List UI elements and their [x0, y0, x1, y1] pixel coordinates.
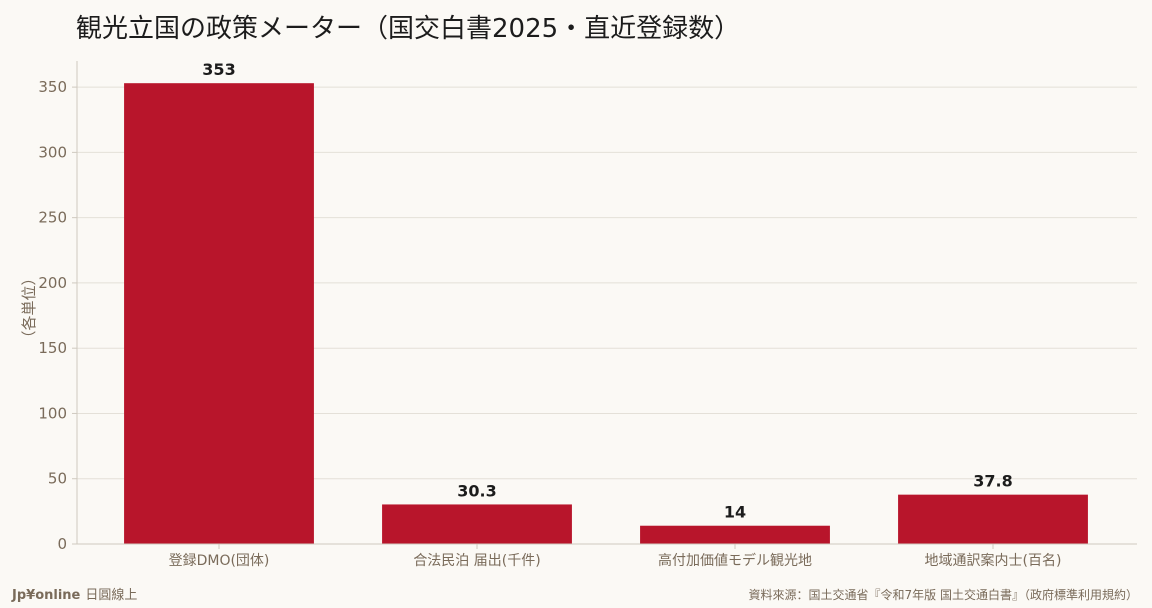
y-tick-label: 350	[38, 78, 67, 96]
bar	[640, 525, 830, 544]
y-axis-label: （各単位）	[20, 270, 38, 345]
bar	[898, 494, 1088, 544]
axes	[72, 61, 1137, 549]
bar-value-label: 14	[724, 503, 746, 522]
data-labels: 353 30.3 14 37.8	[202, 60, 1012, 522]
bar-value-label: 30.3	[457, 481, 496, 500]
y-tick-label: 200	[38, 274, 67, 292]
x-category-labels: 登録DMO(団体) 合法民泊 届出(千件) 高付加価値モデル観光地 地域通訳案内士(百…	[169, 552, 1062, 569]
bar-value-label: 353	[202, 60, 235, 79]
bars	[124, 83, 1088, 544]
y-tick-label: 50	[48, 470, 67, 488]
chart-title: 観光立国の政策メーター（国交白書2025・直近登録数）	[76, 14, 740, 44]
bar-value-label: 37.8	[973, 472, 1012, 491]
y-tick-label: 150	[38, 339, 67, 357]
y-tick-label: 250	[38, 209, 67, 227]
source-note: 資料來源：国土交通省『令和7年版 国土交通白書』（政府標準利用規約）	[749, 587, 1138, 602]
x-category-label: 合法民泊 届出(千件)	[413, 553, 540, 569]
y-tick-label: 300	[38, 143, 67, 161]
bar	[382, 504, 572, 544]
bar	[124, 83, 314, 544]
y-tick-labels: 0 50 100 150 200 250 300 350	[38, 78, 67, 553]
x-category-label: 地域通訳案内士(百名)	[925, 552, 1062, 569]
brand-subtitle: 日圓線上	[85, 587, 137, 603]
brand-logo-text: Jp¥online	[11, 588, 81, 603]
x-category-label: 高付加価値モデル観光地	[658, 552, 812, 569]
x-category-label: 登録DMO(団体)	[169, 553, 270, 569]
y-tick-label: 0	[57, 535, 67, 553]
brand-footer: Jp¥online 日圓線上	[11, 587, 137, 603]
y-tick-label: 100	[38, 404, 67, 422]
